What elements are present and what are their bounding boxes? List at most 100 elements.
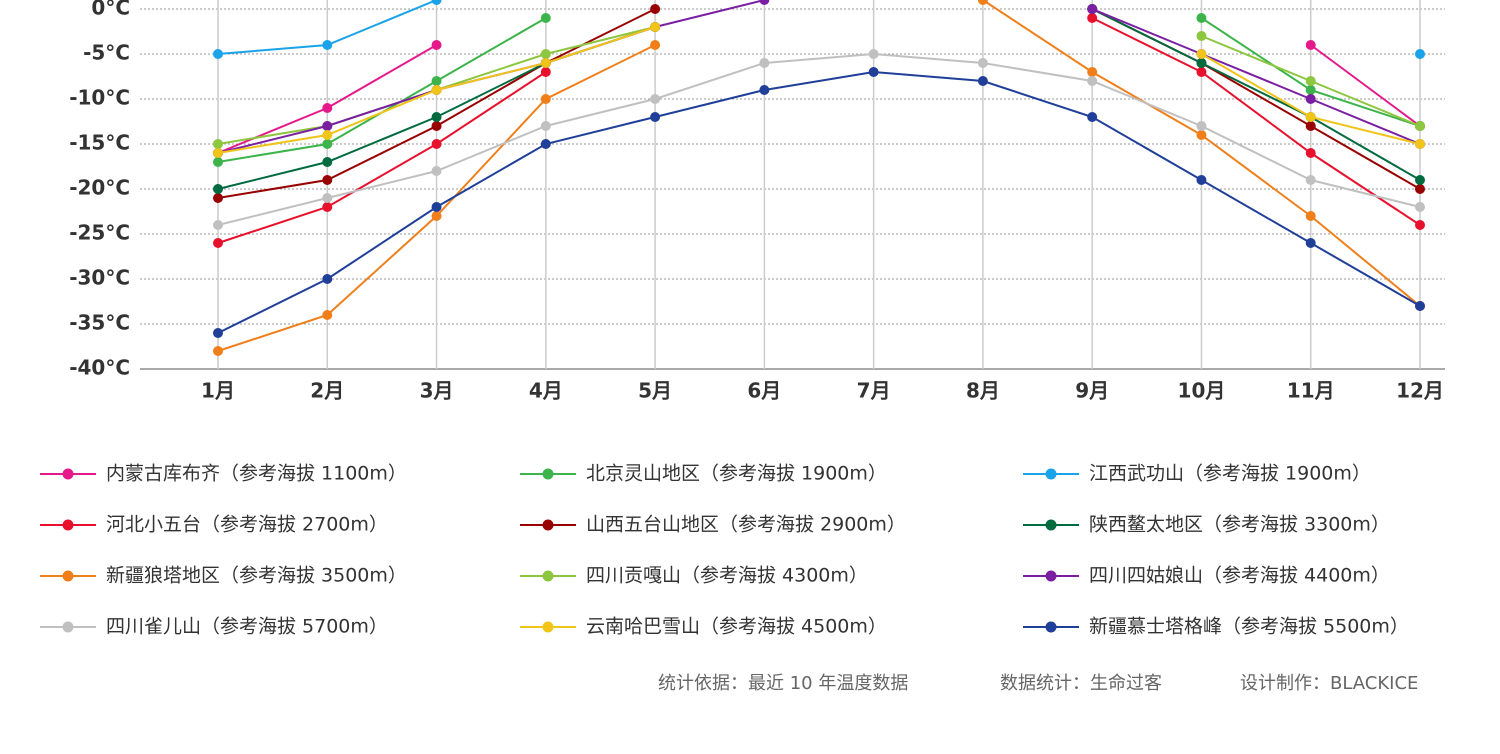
series-line (217, 70, 1421, 334)
data-point (213, 346, 223, 356)
data-point (1087, 13, 1098, 23)
data-point (322, 130, 333, 140)
data-point (540, 139, 551, 149)
data-point (650, 40, 661, 50)
data-point (213, 184, 223, 194)
data-point (1415, 220, 1425, 230)
data-point (431, 85, 442, 95)
data-point (650, 22, 661, 32)
data-point (431, 0, 442, 5)
data-point (1305, 85, 1316, 95)
y-tick-label: -25°C (69, 221, 130, 245)
data-point (1415, 202, 1425, 212)
series-line (1091, 17, 1421, 226)
y-tick-label: -20°C (69, 176, 130, 200)
data-point (1305, 238, 1316, 248)
data-point (540, 67, 551, 77)
legend-dot (62, 468, 74, 480)
footer-note: 数据统计：生命过客 (1000, 673, 1162, 694)
legend-dot (542, 570, 554, 582)
data-point (1196, 49, 1207, 59)
legend-dot (1045, 519, 1057, 531)
data-point (1087, 4, 1098, 14)
legend-dot (1045, 468, 1057, 480)
y-tick-label: -30°C (69, 266, 130, 290)
footer-note: 设计制作：BLACKICE (1240, 673, 1418, 694)
legend-label: 云南哈巴雪山（参考海拔 4500m） (586, 616, 887, 638)
legend-label: 河北小五台（参考海拔 2700m） (106, 514, 388, 536)
data-point (540, 121, 551, 131)
data-point (213, 157, 223, 167)
data-point (322, 103, 333, 113)
legend-label: 四川雀儿山（参考海拔 5700m） (106, 616, 388, 638)
data-point (322, 202, 333, 212)
y-tick-label: -35°C (69, 311, 130, 335)
data-point (977, 0, 988, 5)
legend-dot (62, 519, 74, 531)
data-point (540, 94, 551, 104)
x-tick-label: 12月 (1396, 379, 1444, 403)
data-point (1415, 301, 1425, 311)
y-tick-label: -5°C (83, 41, 130, 65)
legend-label: 江西武功山（参考海拔 1900m） (1089, 463, 1371, 485)
legend-label: 陕西鳌太地区（参考海拔 3300m） (1089, 514, 1390, 536)
data-point (1415, 49, 1425, 59)
legend-label: 四川贡嘎山（参考海拔 4300m） (586, 565, 868, 587)
data-point (431, 202, 442, 212)
data-point (1305, 148, 1316, 158)
data-point (1087, 76, 1098, 86)
x-tick-label: 9月 (1075, 379, 1109, 403)
x-tick-label: 2月 (310, 379, 344, 403)
x-tick-label: 1月 (201, 379, 235, 403)
x-tick-label: 11月 (1287, 379, 1335, 403)
data-point (1196, 130, 1207, 140)
data-point (868, 49, 879, 59)
legend-dot (542, 621, 554, 633)
data-point (650, 112, 661, 122)
legend-label: 新疆狼塔地区（参考海拔 3500m） (106, 565, 407, 587)
data-point (1305, 94, 1316, 104)
data-point (213, 220, 223, 230)
data-point (1415, 175, 1425, 185)
series-line (217, 71, 547, 244)
legend-dot (62, 570, 74, 582)
y-tick-label: 0°C (91, 0, 130, 20)
legend-dot (62, 621, 74, 633)
data-point (431, 40, 442, 50)
data-point (1196, 31, 1207, 41)
data-point (650, 4, 661, 14)
data-point (1196, 67, 1207, 77)
legend-label: 四川四姑娘山（参考海拔 4400m） (1089, 565, 1390, 587)
data-point (431, 112, 442, 122)
data-point (1305, 112, 1316, 122)
data-point (322, 157, 333, 167)
data-point (1305, 211, 1316, 221)
data-point (322, 274, 333, 284)
data-point (977, 58, 988, 68)
data-point (431, 166, 442, 176)
data-point (1087, 67, 1098, 77)
data-point (977, 76, 988, 86)
data-point (431, 139, 442, 149)
y-tick-label: -10°C (69, 86, 130, 110)
x-tick-label: 3月 (420, 379, 454, 403)
legend-dot (542, 468, 554, 480)
data-point (1415, 184, 1425, 194)
legend-label: 新疆慕士塔格峰（参考海拔 5500m） (1089, 616, 1409, 638)
data-point (213, 139, 223, 149)
legend-label: 北京灵山地区（参考海拔 1900m） (586, 463, 887, 485)
data-point (1196, 121, 1207, 131)
legend-label: 内蒙古库布齐（参考海拔 1100m） (106, 463, 407, 485)
x-tick-label: 5月 (638, 379, 672, 403)
legend-dot (542, 519, 554, 531)
data-point (1305, 121, 1316, 131)
x-tick-label: 4月 (529, 379, 563, 403)
data-point (322, 310, 333, 320)
data-point (1415, 121, 1425, 131)
data-point (540, 13, 551, 23)
footer-note: 统计依据：最近 10 年温度数据 (658, 673, 908, 694)
data-point (213, 328, 223, 338)
x-tick-label: 10月 (1178, 379, 1226, 403)
x-tick-label: 7月 (857, 379, 891, 403)
